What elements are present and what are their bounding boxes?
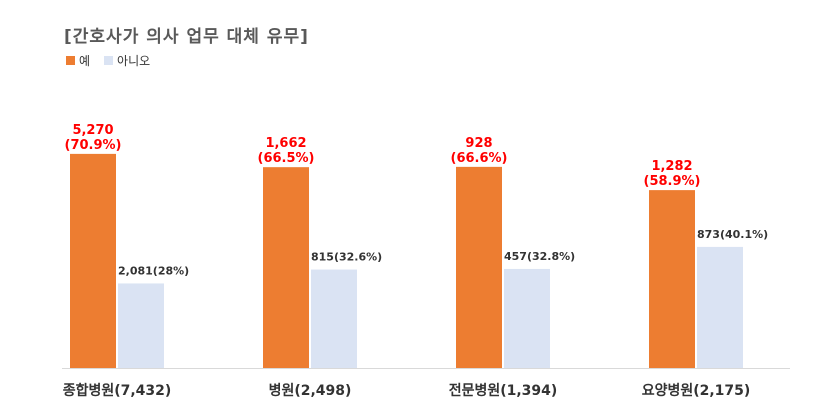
- category-label: 요양병원(2,175): [642, 382, 751, 399]
- data-label-yes-percent: (58.9%): [644, 174, 701, 189]
- legend-swatch-yes: [66, 56, 75, 65]
- data-label-no: 873(40.1%): [697, 228, 768, 241]
- bar-yes: [456, 166, 502, 368]
- legend-label-no: 아니오: [117, 54, 151, 68]
- legend-swatch-no: [104, 56, 114, 65]
- bar-yes: [263, 167, 309, 368]
- legend-label-yes: 예: [79, 54, 91, 68]
- bar-yes: [70, 153, 116, 368]
- data-label-yes-percent: (66.5%): [258, 151, 315, 166]
- data-label-yes-count: 928: [465, 136, 492, 151]
- legend: 예 아니오: [66, 52, 164, 69]
- bar-no: [504, 268, 550, 368]
- data-label-no: 815(32.6%): [311, 251, 382, 264]
- data-label-yes-percent: (70.9%): [65, 138, 122, 153]
- category-label: 종합병원(7,432): [63, 382, 172, 399]
- legend-item-yes: 예: [66, 52, 90, 69]
- data-label-no: 457(32.8%): [504, 250, 575, 263]
- data-label-no: 2,081(28%): [118, 264, 189, 277]
- bar-no: [118, 283, 164, 368]
- data-label-yes-count: 5,270: [72, 123, 113, 138]
- data-label-yes-percent: (66.6%): [451, 151, 508, 166]
- data-label-yes-count: 1,282: [651, 159, 692, 174]
- bar-yes: [649, 190, 695, 368]
- bar-no: [697, 246, 743, 368]
- chart-title: [간호사가 의사 업무 대체 유무]: [64, 27, 309, 47]
- legend-item-no: 아니오: [104, 52, 150, 69]
- category-label: 병원(2,498): [269, 382, 352, 399]
- category-label: 전문병원(1,394): [449, 382, 558, 399]
- data-label-yes-count: 1,662: [265, 136, 306, 151]
- bar-no: [311, 269, 357, 368]
